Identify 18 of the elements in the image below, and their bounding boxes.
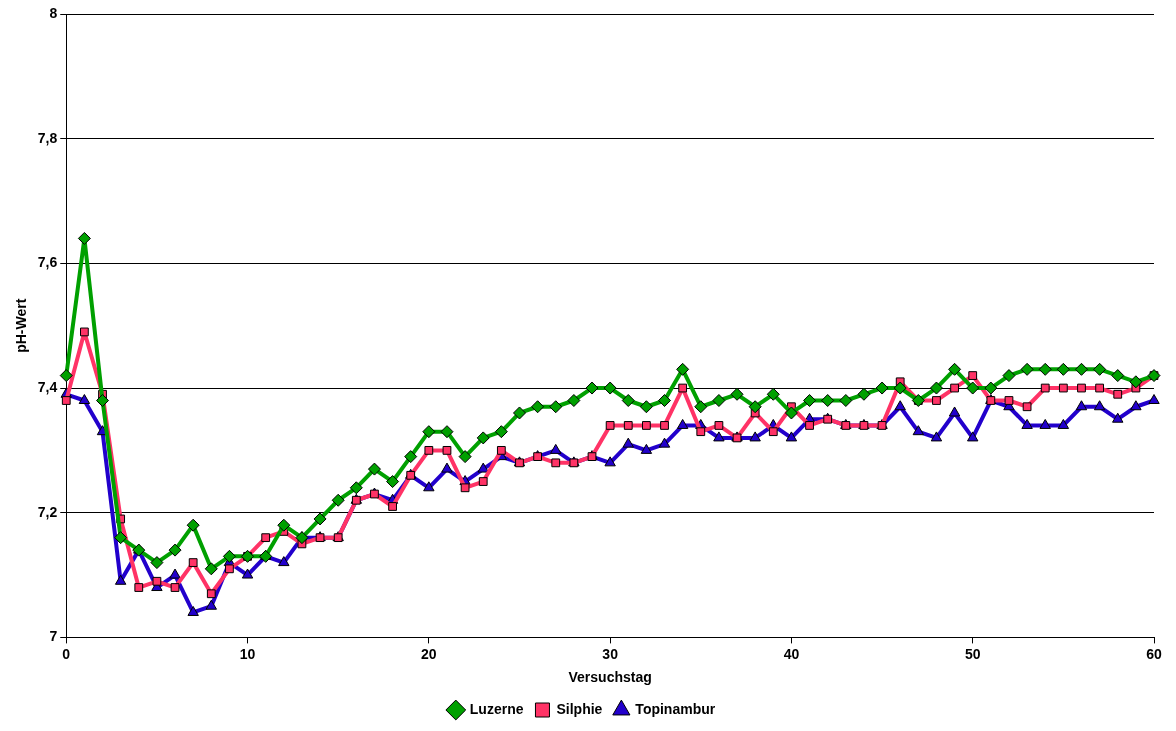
x-tick-label: 0: [62, 645, 71, 662]
y-axis-title: pH-Wert: [13, 298, 30, 353]
x-tick-label: 30: [602, 645, 619, 662]
legend-label: Topinambur: [635, 700, 716, 717]
x-tick-label: 40: [783, 645, 800, 662]
x-tick-label: 50: [964, 645, 981, 662]
x-axis-title: Versuchstag: [568, 669, 652, 686]
y-tick-label: 8: [49, 4, 58, 21]
x-tick-label: 10: [239, 645, 256, 662]
x-tick-label: 60: [1146, 645, 1162, 662]
legend-label: Silphie: [556, 700, 603, 717]
legend-label: Luzerne: [469, 700, 524, 717]
y-tick-label: 7,8: [37, 129, 58, 146]
y-tick-label: 7,2: [37, 503, 58, 520]
y-tick-label: 7: [49, 628, 58, 645]
x-tick-label: 20: [421, 645, 437, 662]
y-tick-label: 7,6: [37, 254, 58, 271]
y-tick-label: 7,4: [37, 378, 58, 395]
